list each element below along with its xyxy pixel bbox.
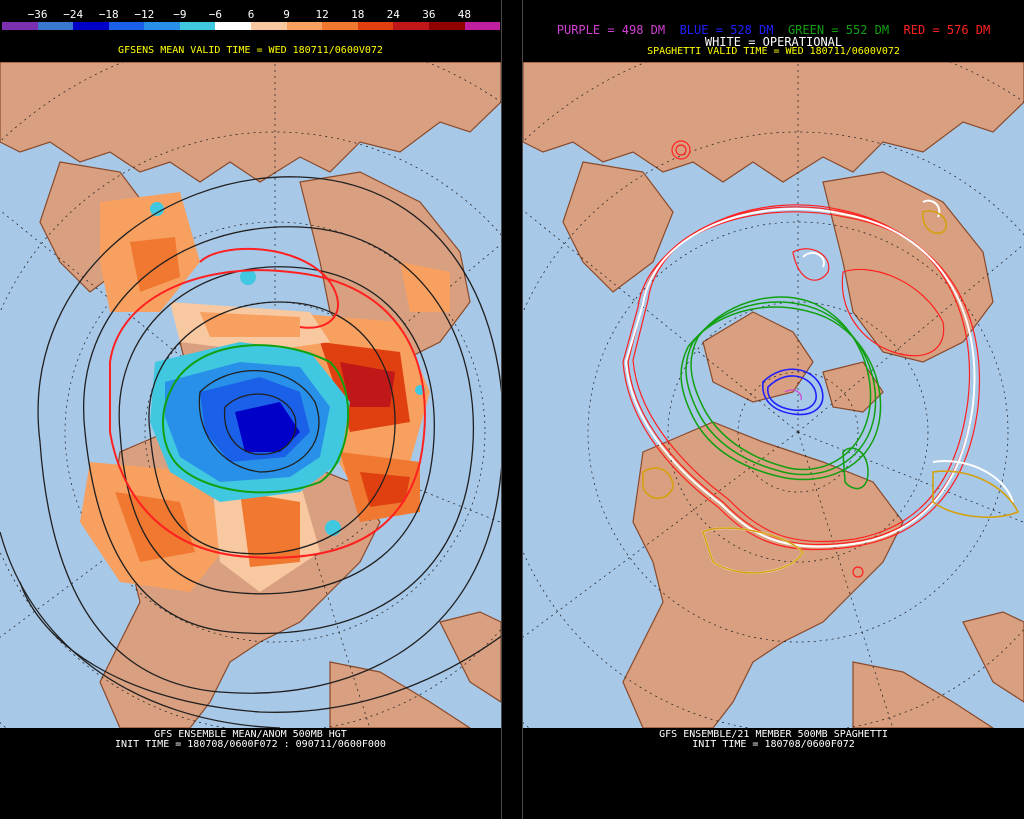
height-contours	[0, 176, 501, 728]
purple-498-contours	[784, 389, 802, 401]
right-subtitle: SPAGHETTI VALID TIME = WED 180711/0600V0…	[647, 46, 900, 57]
legend-entry: RED = 576 DM	[903, 23, 991, 37]
left-panel-mean-anomaly: −36 −24 −18 −12 −9 −6 6 9 12 18 24 36 48 GFSENS MEAN…	[0, 0, 501, 819]
legend-entry: BLUE = 528 DM	[679, 23, 788, 37]
colorbar-swatches	[2, 22, 501, 30]
red-576-contours	[622, 140, 981, 578]
colorbar-label: −18	[98, 8, 119, 21]
left-subtitle: GFSENS MEAN VALID TIME = WED 180711/0600…	[118, 45, 383, 56]
colorbar-swatch	[357, 22, 394, 30]
legend-operational: WHITE = OPERATIONAL	[704, 35, 843, 49]
right-polar-map	[523, 62, 1024, 728]
land-masses	[523, 62, 1024, 728]
colorbar-swatch	[73, 22, 109, 30]
colorbar-swatch	[464, 22, 501, 30]
colorbar-swatch	[393, 22, 429, 30]
legend-entry: PURPLE = 498 DM	[556, 23, 680, 37]
key-contours	[109, 247, 426, 559]
colorbar-swatch	[2, 22, 38, 30]
colorbar-label: 12	[315, 8, 329, 21]
colorbar-swatch	[215, 22, 252, 30]
colorbar-label: 24	[386, 8, 400, 21]
colorbar-swatch	[144, 22, 180, 30]
colorbar-swatch	[322, 22, 358, 30]
colorbar-label: −24	[63, 8, 84, 21]
colorbar-label: 6	[247, 8, 255, 21]
colorbar-label: 36	[422, 8, 436, 21]
negative-anomalies	[150, 202, 425, 536]
green-552-contours	[680, 296, 882, 490]
spaghetti-legend: PURPLE = 498 DM BLUE = 528 DM GREEN = 55…	[523, 24, 1024, 37]
colorbar-label: 48	[457, 8, 472, 21]
colorbar-swatch	[286, 22, 323, 30]
left-polar-map	[0, 62, 501, 728]
colorbar-swatch	[37, 22, 74, 30]
colorbar-label: 9	[283, 8, 290, 21]
colorbar-labels: −36 −24 −18 −12 −9 −6 6 9 12 18 24 36 48	[2, 8, 500, 21]
gold-contours	[642, 210, 1020, 574]
anomaly-colorbar: −36 −24 −18 −12 −9 −6 6 9 12 18 24 36 48	[2, 8, 501, 34]
left-footer-init: INIT TIME = 180708/0600F072 : 090711/060…	[115, 739, 386, 750]
colorbar-label: 18	[351, 8, 365, 21]
colorbar-label: −36	[27, 8, 48, 21]
panel-divider	[501, 0, 523, 819]
positive-anomalies	[80, 192, 450, 592]
blue-528-contours	[762, 368, 824, 416]
colorbar-swatch	[179, 22, 216, 30]
colorbar-swatch	[428, 22, 465, 30]
colorbar-label: −12	[134, 8, 155, 21]
colorbar-label: −9	[173, 8, 187, 21]
right-panel-spaghetti: PURPLE = 498 DM BLUE = 528 DM GREEN = 55…	[523, 0, 1024, 819]
right-footer-init: INIT TIME = 180708/0600F072	[692, 739, 855, 750]
colorbar-swatch	[108, 22, 145, 30]
left-footer-title: GFS ENSEMBLE MEAN/ANOM 500MB HGT	[154, 729, 347, 740]
colorbar-swatch	[251, 22, 287, 30]
right-footer-title: GFS ENSEMBLE/21 MEMBER 500MB SPAGHETTI	[659, 729, 888, 740]
colorbar-label: −6	[208, 8, 223, 21]
legend-entry: GREEN = 552 DM	[787, 23, 904, 37]
